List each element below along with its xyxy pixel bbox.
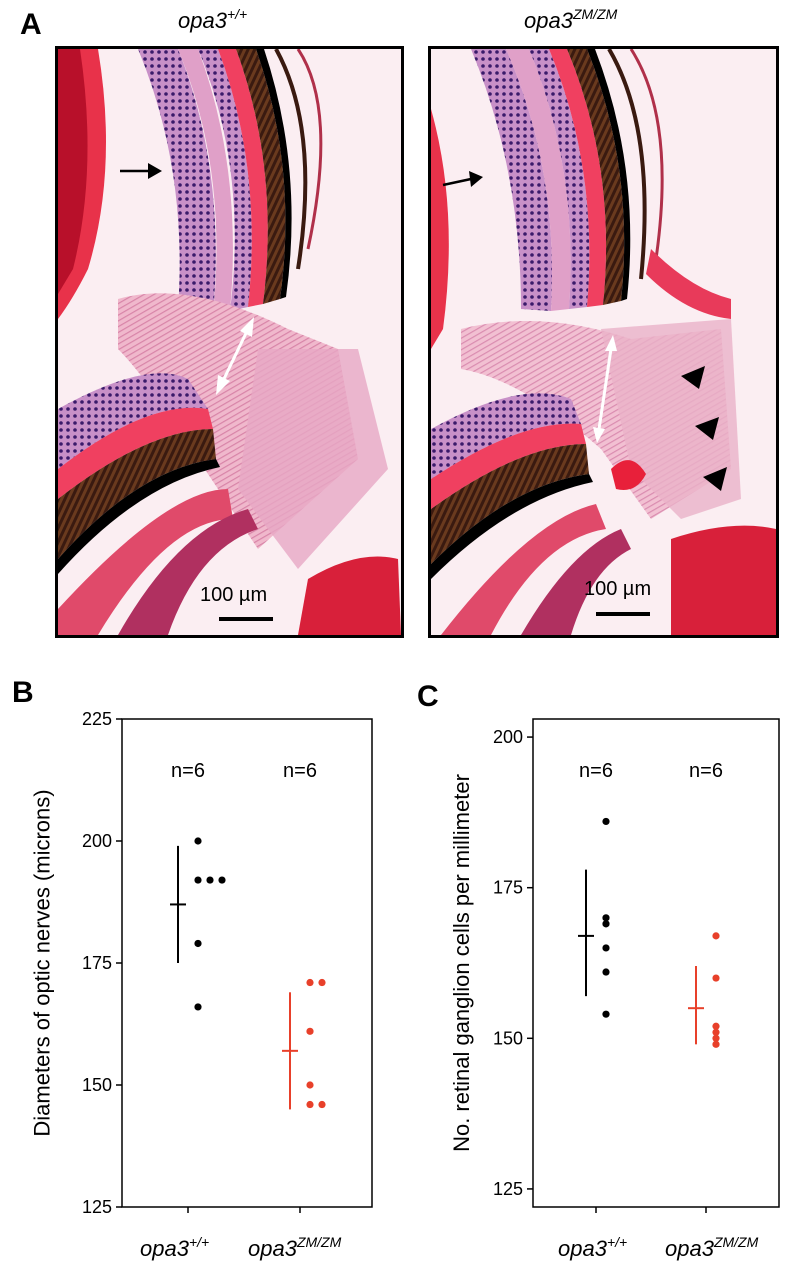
data-point	[712, 1034, 720, 1042]
panel-letter-b: B	[12, 676, 34, 709]
data-point	[206, 876, 214, 884]
x-category-c-mutant: opa3ZM/ZM	[665, 1234, 758, 1262]
n-label: n=6	[283, 760, 317, 782]
data-point	[712, 1028, 720, 1036]
x-category-sup: ZM/ZM	[296, 1234, 342, 1250]
genotype-sup: +/+	[226, 6, 248, 22]
data-point	[218, 876, 226, 884]
plot-frame	[121, 718, 373, 1208]
x-category-gene: opa3	[140, 1236, 189, 1261]
micrograph-wildtype-image	[58, 49, 401, 635]
data-point	[712, 1022, 720, 1030]
y-tick-label: 225	[82, 709, 112, 729]
y-tick-label: 150	[493, 1028, 523, 1048]
data-point	[194, 876, 202, 884]
data-point	[602, 914, 610, 922]
scale-label-wildtype: 100 µm	[200, 584, 268, 606]
y-axis-label-c: No. retinal ganglion cells per millimete…	[448, 774, 474, 1152]
scale-bar-mutant	[596, 612, 650, 616]
data-point	[712, 1040, 720, 1048]
y-tick-label: 125	[493, 1179, 523, 1199]
scale-bar-wildtype	[219, 617, 273, 621]
y-tick-label: 150	[82, 1075, 112, 1095]
n-label: n=6	[579, 760, 613, 782]
genotype-label-wildtype: opa3+/+	[178, 6, 247, 34]
x-category-b-wildtype: opa3+/+	[140, 1234, 209, 1262]
micrograph-mutant-image	[431, 49, 776, 635]
plot-frame	[532, 718, 780, 1208]
x-category-gene: opa3	[248, 1236, 297, 1261]
data-point	[306, 1027, 314, 1035]
n-label: n=6	[171, 760, 205, 782]
n-label: n=6	[689, 760, 723, 782]
micrograph-wildtype	[55, 46, 404, 638]
x-category-gene: opa3	[665, 1236, 714, 1261]
y-tick-label: 125	[82, 1197, 112, 1217]
data-point	[318, 978, 326, 987]
data-point	[306, 1081, 314, 1089]
data-point	[712, 932, 720, 940]
x-category-sup: +/+	[188, 1234, 210, 1250]
y-tick-label: 175	[82, 953, 112, 973]
y-axis-label-b: Diameters of optic nerves (microns)	[29, 789, 55, 1137]
genotype-sup: ZM/ZM	[572, 6, 618, 22]
y-tick-label: 200	[493, 727, 523, 747]
y-tick-label: 175	[493, 878, 523, 898]
data-point	[712, 974, 720, 982]
x-category-sup: ZM/ZM	[713, 1234, 759, 1250]
micrograph-mutant	[428, 46, 779, 638]
data-point	[602, 944, 610, 952]
data-point	[602, 920, 610, 928]
genotype-gene: opa3	[178, 8, 227, 33]
chart-retinal-ganglion-cells: 125 150 175 200 n=6 n=6	[493, 718, 780, 1213]
data-point	[194, 939, 202, 948]
chart-optic-nerve-diameter: 125 150 175 200 225 n=6 n=6	[82, 709, 373, 1217]
data-point	[194, 1003, 202, 1011]
data-point	[306, 1100, 314, 1109]
genotype-gene: opa3	[524, 8, 573, 33]
data-point	[318, 1100, 326, 1109]
y-tick-label: 200	[82, 831, 112, 851]
panel-letter-a: A	[20, 8, 42, 41]
scale-label-mutant: 100 µm	[584, 578, 652, 600]
x-category-gene: opa3	[558, 1236, 607, 1261]
data-point	[194, 837, 202, 845]
x-category-b-mutant: opa3ZM/ZM	[248, 1234, 341, 1262]
x-category-c-wildtype: opa3+/+	[558, 1234, 627, 1262]
data-point	[602, 968, 610, 976]
data-point	[602, 817, 610, 826]
x-category-sup: +/+	[606, 1234, 628, 1250]
data-point	[306, 978, 314, 987]
panel-letter-c: C	[417, 680, 439, 713]
genotype-label-mutant: opa3ZM/ZM	[524, 6, 617, 34]
data-point	[602, 1010, 610, 1018]
